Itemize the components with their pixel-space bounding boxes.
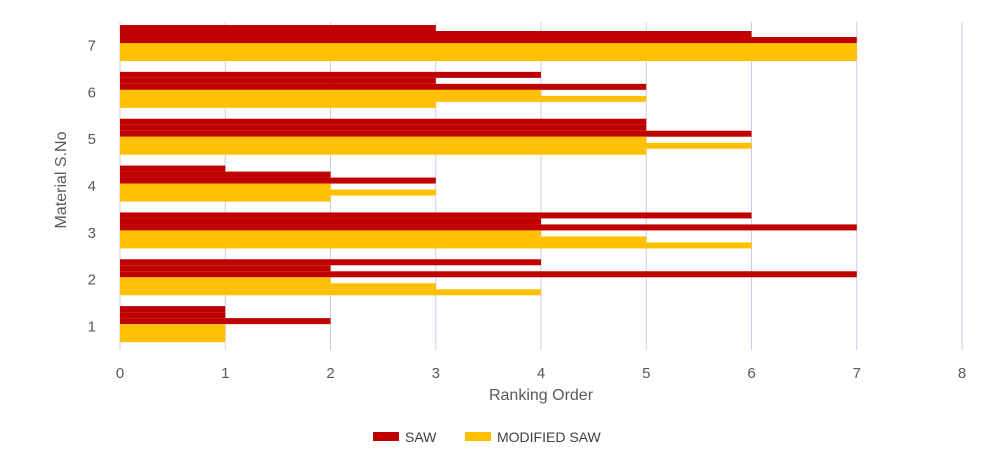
x-tick-label: 6 — [747, 365, 755, 382]
bar-modified-saw-material-2-2 — [120, 283, 436, 290]
bar-modified-saw-material-3-3 — [120, 242, 752, 249]
bar-modified-saw-material-5-2 — [120, 142, 752, 149]
bar-modified-saw-material-4-3 — [120, 195, 331, 202]
y-tick-label: 5 — [88, 131, 96, 148]
y-tick-label: 2 — [88, 272, 96, 289]
x-tick-label: 8 — [958, 365, 966, 382]
bar-modified-saw-material-3-2 — [120, 236, 647, 243]
bar-modified-saw-material-1-3 — [120, 336, 226, 343]
legend-swatch-modified-saw — [465, 432, 491, 441]
bar-saw-material-7-1 — [120, 25, 436, 31]
x-tick-label: 3 — [432, 365, 440, 382]
bar-saw-material-7-2 — [120, 31, 752, 37]
bar-saw-material-4-1 — [120, 165, 226, 172]
bar-saw-material-4-3 — [120, 177, 436, 184]
bar-saw-material-6-2 — [120, 77, 436, 84]
y-axis-title: Material S.No — [53, 131, 70, 228]
bar-saw-material-1-3 — [120, 318, 331, 325]
bar-saw-material-5-3 — [120, 130, 752, 137]
x-tick-label: 0 — [116, 365, 124, 382]
bar-saw-material-5-1 — [120, 118, 647, 125]
bar-modified-saw-material-2-3 — [120, 289, 541, 296]
bar-saw-material-3-2 — [120, 218, 541, 225]
x-axis-title: Ranking Order — [489, 387, 594, 404]
bar-saw-material-4-2 — [120, 171, 331, 178]
legend-label-modified-saw: MODIFIED SAW — [497, 429, 601, 445]
bar-saw-material-1-1 — [120, 306, 226, 313]
x-tick-labels: 0 1 2 3 4 5 6 7 8 — [116, 365, 966, 382]
y-tick-label: 6 — [88, 84, 96, 101]
legend-swatch-saw — [373, 432, 399, 441]
x-tick-label: 5 — [642, 365, 650, 382]
bar-saw-material-3-1 — [120, 212, 752, 219]
bar-modified-saw-material-7-2 — [120, 49, 857, 55]
y-tick-label: 4 — [88, 178, 96, 195]
bar-modified-saw-material-4-2 — [120, 189, 436, 196]
x-tick-label: 4 — [537, 365, 545, 382]
bar-saw-material-7-3 — [120, 37, 857, 43]
x-tick-label: 1 — [221, 365, 229, 382]
bar-modified-saw-material-3-1 — [120, 230, 541, 237]
x-tick-label: 2 — [326, 365, 334, 382]
bar-modified-saw-material-2-1 — [120, 277, 331, 284]
bar-saw-material-5-2 — [120, 124, 647, 131]
bar-modified-saw-material-6-2 — [120, 95, 647, 102]
bar-saw-material-6-1 — [120, 71, 541, 78]
bar-modified-saw-material-5-3 — [120, 148, 647, 155]
y-tick-label: 7 — [88, 37, 96, 54]
bars — [120, 25, 857, 343]
bar-saw-material-6-3 — [120, 83, 647, 90]
bar-modified-saw-material-4-1 — [120, 183, 331, 190]
x-tick-label: 7 — [853, 365, 861, 382]
y-tick-labels: 1 2 3 4 5 6 7 — [88, 37, 96, 335]
y-tick-label: 3 — [88, 225, 96, 242]
bar-saw-material-3-3 — [120, 224, 857, 231]
bar-saw-material-2-2 — [120, 265, 331, 272]
bar-modified-saw-material-6-3 — [120, 101, 436, 108]
bar-modified-saw-material-7-1 — [120, 43, 857, 49]
bar-saw-material-2-1 — [120, 259, 541, 266]
bar-modified-saw-material-6-1 — [120, 89, 541, 96]
bar-modified-saw-material-1-2 — [120, 330, 226, 337]
bar-saw-material-2-3 — [120, 271, 857, 278]
bar-modified-saw-material-1-1 — [120, 324, 226, 331]
legend: SAW MODIFIED SAW — [373, 429, 601, 445]
y-tick-label: 1 — [88, 319, 96, 336]
legend-label-saw: SAW — [405, 429, 437, 445]
bar-saw-material-1-2 — [120, 312, 226, 319]
bar-modified-saw-material-5-1 — [120, 136, 647, 143]
bar-modified-saw-material-7-3 — [120, 55, 857, 61]
